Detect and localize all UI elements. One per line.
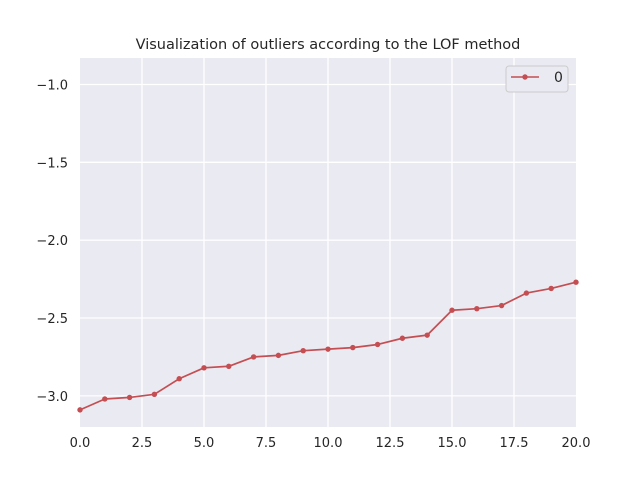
data-point xyxy=(548,285,554,292)
data-point xyxy=(350,344,356,351)
y-tick-label: −2.0 xyxy=(36,234,68,249)
x-tick-label: 12.5 xyxy=(376,436,405,451)
data-point xyxy=(151,391,158,398)
data-point xyxy=(126,394,133,401)
data-point xyxy=(399,335,406,341)
x-tick-label: 15.0 xyxy=(438,436,467,451)
data-point xyxy=(275,352,282,359)
y-tick-label: −2.5 xyxy=(36,312,68,327)
data-point xyxy=(523,290,530,296)
x-tick-label: 5.0 xyxy=(194,436,215,451)
y-tick-label: −1.0 xyxy=(36,78,68,93)
data-point xyxy=(449,307,455,313)
data-point xyxy=(573,279,579,285)
data-point xyxy=(325,346,331,352)
data-point xyxy=(424,332,430,338)
x-tick-label: 2.5 xyxy=(132,436,153,451)
legend: 0 xyxy=(505,65,569,93)
data-point xyxy=(300,348,306,354)
data-point xyxy=(226,363,232,369)
chart-title: Visualization of outliers according to t… xyxy=(136,37,521,53)
y-axis-ticks: −1.0 −1.5 −2.0 −2.5 −3.0 xyxy=(36,78,68,404)
data-point xyxy=(77,407,83,413)
x-tick-label: 20.0 xyxy=(562,436,591,451)
data-point xyxy=(474,305,480,312)
legend-entry-label: 0 xyxy=(554,70,563,86)
x-tick-label: 0.0 xyxy=(70,436,91,451)
grid-lines xyxy=(80,58,576,427)
x-axis-ticks: 0.0 2.5 5.0 7.5 10.0 12.5 15.0 17.5 20.0 xyxy=(70,436,591,451)
legend-box xyxy=(505,65,569,93)
y-tick-label: −3.0 xyxy=(36,390,68,405)
data-point xyxy=(498,302,505,309)
y-tick-label: −1.5 xyxy=(36,156,68,171)
data-point xyxy=(374,341,381,348)
legend-marker-swatch xyxy=(522,74,528,80)
data-point xyxy=(176,376,182,382)
x-tick-label: 10.0 xyxy=(314,436,343,451)
data-point xyxy=(102,396,108,402)
x-tick-label: 7.5 xyxy=(256,436,277,451)
data-point xyxy=(201,365,207,371)
series-group xyxy=(77,279,579,413)
data-point xyxy=(250,354,257,360)
x-tick-label: 17.5 xyxy=(500,436,529,451)
